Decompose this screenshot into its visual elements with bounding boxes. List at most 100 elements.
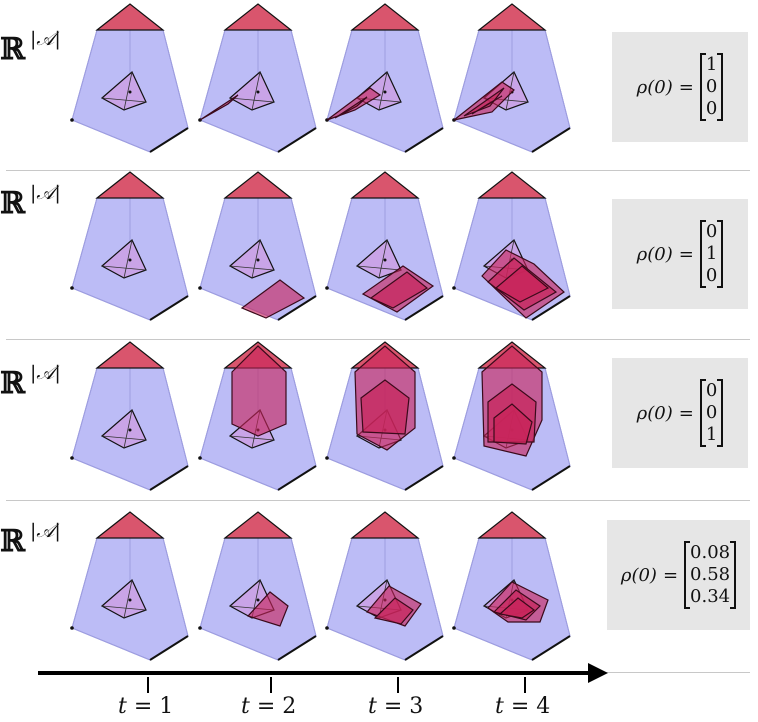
row-label-2: ℝ |𝒜| xyxy=(0,182,80,232)
polytope-edge xyxy=(71,537,98,629)
polytope-edge xyxy=(71,29,98,121)
reachable-region xyxy=(334,96,368,119)
vector-entry: 0.08 xyxy=(690,542,731,563)
polytope-base-edge xyxy=(531,635,571,661)
polytope-scene xyxy=(198,171,317,321)
reachable-region xyxy=(199,94,239,121)
polytope-edge xyxy=(417,367,444,467)
polytope-base-edge xyxy=(531,295,571,321)
polytope-edge xyxy=(453,119,533,153)
simplex-edge xyxy=(123,409,133,449)
rho-label: ρ(0) xyxy=(620,564,657,586)
reals-symbol: ℝ xyxy=(0,366,26,401)
vertex-point xyxy=(70,286,74,290)
polytope-scene xyxy=(452,171,571,321)
polytope-base-edge xyxy=(149,635,189,661)
polytope-edge xyxy=(326,197,353,289)
simplex-edge xyxy=(123,71,133,111)
polytope-edge xyxy=(290,29,317,129)
reals-symbol: ℝ xyxy=(0,186,26,221)
simplex-center xyxy=(128,258,132,262)
simplex-center xyxy=(128,598,132,602)
vector-entry: 0 xyxy=(705,380,718,401)
polytope-edge xyxy=(417,537,444,637)
polytope-scene xyxy=(70,171,189,321)
vertex-point xyxy=(325,286,329,290)
action-space-cardinality: |𝒜| xyxy=(30,182,61,204)
reachable-region xyxy=(369,271,429,309)
polytope-edge xyxy=(71,457,151,491)
reachable-region xyxy=(246,591,289,627)
polytope-base-edge xyxy=(149,295,189,321)
reachable-region xyxy=(493,403,533,445)
vector-entry: 0.58 xyxy=(690,564,731,585)
simplex-edge xyxy=(101,605,147,611)
equals-sign: = xyxy=(662,564,679,586)
reachable-region xyxy=(231,345,287,437)
vertex-point xyxy=(198,286,202,290)
polytope-edge xyxy=(71,119,151,153)
polytope-scene xyxy=(70,341,189,491)
polytope-edge xyxy=(453,457,533,491)
polytope-edge xyxy=(290,537,317,637)
vertex-point xyxy=(70,118,74,122)
initial-belief-box-2: ρ(0) = 0 1 0 xyxy=(612,199,748,309)
polytope-edge xyxy=(71,367,98,459)
polytope-edge xyxy=(199,627,279,661)
polytope-scene xyxy=(198,511,317,661)
row-separator xyxy=(6,500,750,501)
row-label-3: ℝ |𝒜| xyxy=(0,362,80,412)
reachable-region xyxy=(240,279,306,319)
time-tick-label-4: t = 4 xyxy=(495,694,550,719)
vector-entry: 1 xyxy=(705,54,718,75)
equals-sign: = xyxy=(678,76,694,98)
vertex-point xyxy=(325,626,329,630)
cap-triangle xyxy=(95,341,165,369)
polytope-edge xyxy=(71,287,151,321)
polytope-scene xyxy=(325,341,444,491)
time-value: 3 xyxy=(409,694,424,719)
cap-triangle xyxy=(223,511,293,539)
vertex-point xyxy=(198,626,202,630)
simplex-edge xyxy=(229,97,275,103)
polytope-base-edge xyxy=(277,127,317,153)
polytope-edge xyxy=(290,367,317,467)
vector-entry: 0 xyxy=(705,98,718,119)
reals-symbol: ℝ xyxy=(0,524,26,559)
reals-symbol: ℝ xyxy=(0,32,26,67)
row-label-4: ℝ |𝒜| xyxy=(0,520,80,570)
time-tick-label-2: t = 2 xyxy=(241,694,296,719)
time-value: 4 xyxy=(536,694,551,719)
equals-sign: = xyxy=(133,694,153,719)
polytope-edge xyxy=(71,627,151,661)
polytope-scene xyxy=(452,3,571,153)
equals-sign: = xyxy=(383,694,403,719)
vector-entry: 0 xyxy=(705,76,718,97)
vector-entry: 0.34 xyxy=(690,586,731,607)
belief-vector: 0 0 1 xyxy=(699,379,724,447)
cap-triangle xyxy=(350,171,420,199)
simplex-edge xyxy=(378,239,388,279)
action-space-cardinality: |𝒜| xyxy=(30,520,61,542)
initial-belief-box-4: ρ(0) = 0.08 0.58 0.34 xyxy=(607,520,750,630)
vector-entry: 0 xyxy=(705,265,718,286)
polytope-edge xyxy=(199,119,279,153)
belief-vector: 0 1 0 xyxy=(699,220,724,288)
polytope-edge xyxy=(453,29,480,121)
time-value: 2 xyxy=(282,694,297,719)
time-variable: t xyxy=(118,694,127,719)
simplex-edge xyxy=(123,579,133,619)
reachable-region xyxy=(326,87,382,121)
polytope-base-edge xyxy=(531,465,571,491)
polytope-scene xyxy=(452,511,571,661)
equals-sign: = xyxy=(256,694,276,719)
vector-entry: 1 xyxy=(705,424,718,445)
row-separator xyxy=(6,339,750,340)
polytope-edge xyxy=(326,29,353,121)
time-variable: t xyxy=(495,694,504,719)
vector-entry: 0 xyxy=(705,221,718,242)
polytope-edge xyxy=(162,197,189,297)
vector-entry: 0 xyxy=(705,402,718,423)
